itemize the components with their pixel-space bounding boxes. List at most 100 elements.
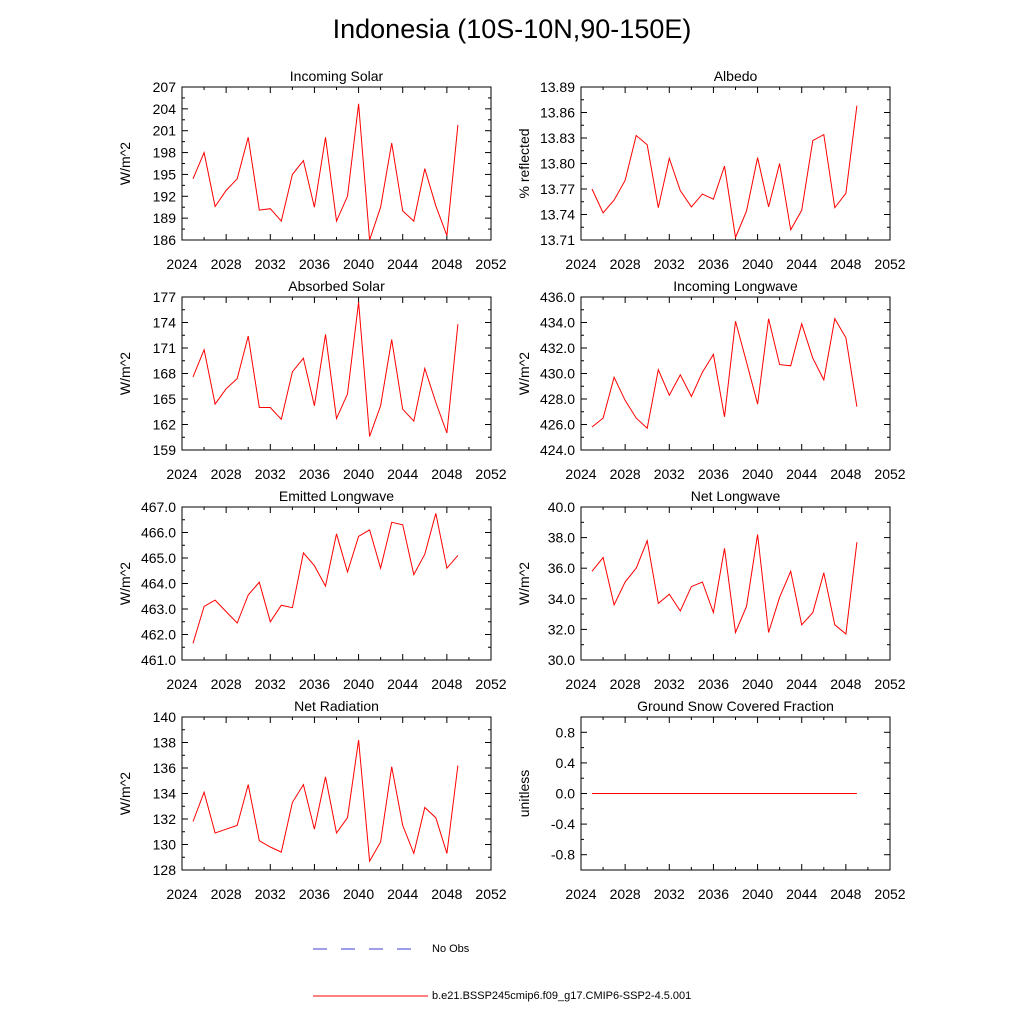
plot-frame [580, 506, 891, 661]
y-tick-label: 171 [153, 340, 177, 356]
x-tick-label: 2024 [166, 886, 197, 902]
y-axis-label: W/m^2 [117, 562, 133, 605]
x-tick-label: 2048 [830, 466, 861, 482]
x-tick-label: 2036 [299, 676, 330, 692]
x-tick-label: 2032 [255, 886, 286, 902]
y-tick-label: 32.0 [548, 621, 575, 637]
x-tick-label: 2028 [211, 466, 242, 482]
series-line [192, 103, 459, 241]
x-tick-label: 2028 [211, 676, 242, 692]
y-axis-label: W/m^2 [516, 352, 532, 395]
x-tick-label: 2024 [565, 886, 596, 902]
x-tick-label: 2052 [874, 676, 905, 692]
y-tick-label: 13.77 [540, 181, 575, 197]
y-tick-label: 198 [153, 145, 177, 161]
y-tick-label: 30.0 [548, 652, 575, 668]
y-tick-label: 462.0 [141, 627, 176, 643]
x-tick-label: 2052 [475, 886, 506, 902]
y-tick-label: 189 [153, 210, 177, 226]
y-tick-label: 428.0 [540, 391, 575, 407]
plot-frame [181, 86, 492, 241]
x-tick-label: 2036 [299, 256, 330, 272]
y-tick-label: 465.0 [141, 550, 176, 566]
plot-frame [580, 86, 891, 241]
panel-title: Emitted Longwave [279, 488, 394, 504]
y-tick-label: 192 [153, 188, 177, 204]
y-tick-label: 174 [153, 315, 177, 331]
panel-3: Absorbed Solar W/m^2 2024 2028 2032 2036 2040 2… [117, 278, 507, 482]
y-axis-label: W/m^2 [117, 772, 133, 815]
y-axis-label: W/m^2 [516, 562, 532, 605]
x-tick-label: 2044 [786, 256, 817, 272]
y-tick-label: 13.71 [540, 232, 575, 248]
panel-4: Incoming Longwave W/m^2 2024 2028 2032 2036 20… [516, 278, 906, 482]
y-tick-label: 464.0 [141, 576, 176, 592]
y-tick-label: 34.0 [548, 591, 575, 607]
legend-model-label: b.e21.BSSP245cmip6.f09_g17.CMIP6-SSP2-4.… [432, 990, 692, 1002]
y-tick-label: 201 [153, 123, 177, 139]
x-tick-label: 2028 [610, 466, 641, 482]
x-tick-label: 2032 [255, 466, 286, 482]
panel-title: Net Longwave [691, 488, 781, 504]
figure-title: Indonesia (10S-10N,90-150E) [332, 14, 692, 44]
x-tick-label: 2052 [475, 676, 506, 692]
x-tick-label: 2048 [431, 466, 462, 482]
x-tick-label: 2040 [742, 676, 773, 692]
y-tick-label: 463.0 [141, 601, 176, 617]
series-line [192, 302, 459, 437]
y-axis-label: unitless [516, 770, 532, 817]
y-tick-label: 466.0 [141, 525, 176, 541]
x-tick-label: 2040 [742, 886, 773, 902]
y-tick-label: 467.0 [141, 499, 176, 515]
series-line [591, 534, 858, 635]
y-tick-label: 13.80 [540, 156, 575, 172]
x-tick-label: 2040 [343, 676, 374, 692]
y-tick-label: 13.83 [540, 130, 575, 146]
y-tick-label: 168 [153, 366, 177, 382]
y-axis-label: W/m^2 [117, 142, 133, 185]
y-tick-label: 430.0 [540, 366, 575, 382]
y-tick-label: 424.0 [540, 442, 575, 458]
plot-frame [580, 296, 891, 451]
panel-8: Ground Snow Covered Fraction unitless 2024… [516, 698, 906, 902]
y-tick-label: 13.89 [540, 79, 575, 95]
x-tick-label: 2052 [874, 886, 905, 902]
x-tick-label: 2048 [830, 676, 861, 692]
y-tick-label: 134 [153, 786, 177, 802]
panel-title: Absorbed Solar [288, 278, 385, 294]
x-tick-label: 2032 [654, 466, 685, 482]
y-tick-label: 432.0 [540, 340, 575, 356]
y-tick-label: 132 [153, 811, 177, 827]
x-tick-label: 2048 [431, 256, 462, 272]
x-tick-label: 2048 [830, 886, 861, 902]
panel-1: Incoming Solar W/m^2 2024 2028 2032 2036 2040 2… [117, 68, 507, 272]
y-tick-label: 136 [153, 760, 177, 776]
x-tick-label: 2032 [654, 676, 685, 692]
y-tick-label: -0.8 [551, 847, 575, 863]
y-tick-label: 207 [153, 79, 177, 95]
y-tick-label: 434.0 [540, 315, 575, 331]
x-tick-label: 2040 [742, 256, 773, 272]
x-tick-label: 2040 [343, 466, 374, 482]
x-tick-label: 2052 [475, 256, 506, 272]
x-tick-label: 2028 [610, 676, 641, 692]
y-tick-label: 461.0 [141, 652, 176, 668]
y-tick-label: 36.0 [548, 560, 575, 576]
x-tick-label: 2052 [475, 466, 506, 482]
y-tick-label: -0.4 [551, 816, 575, 832]
y-tick-label: 165 [153, 391, 177, 407]
panel-title: Ground Snow Covered Fraction [637, 698, 834, 714]
y-tick-label: 204 [153, 101, 177, 117]
y-tick-label: 186 [153, 232, 177, 248]
x-tick-label: 2032 [654, 886, 685, 902]
x-tick-label: 2028 [610, 256, 641, 272]
legend-obs-label: No Obs [432, 943, 470, 955]
x-tick-label: 2036 [698, 466, 729, 482]
x-tick-label: 2048 [431, 676, 462, 692]
panel-title: Net Radiation [294, 698, 379, 714]
x-tick-label: 2028 [610, 886, 641, 902]
x-tick-label: 2044 [387, 466, 418, 482]
x-tick-label: 2024 [565, 466, 596, 482]
x-tick-label: 2028 [211, 886, 242, 902]
